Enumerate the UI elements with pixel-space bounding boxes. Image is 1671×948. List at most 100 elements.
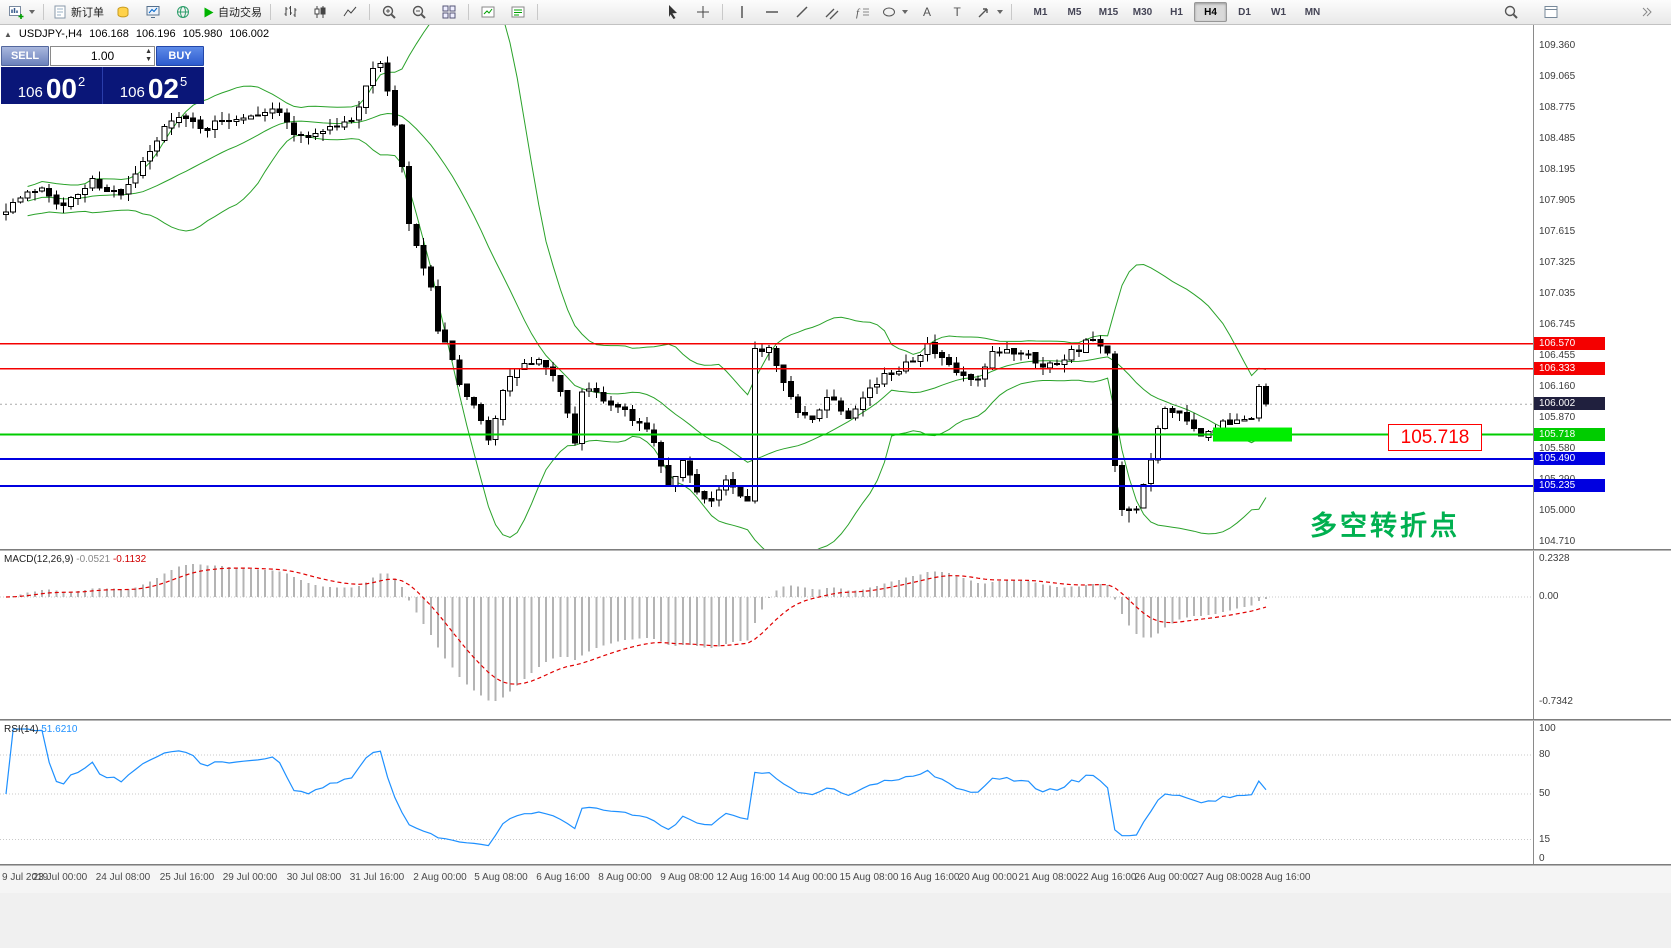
channel-tool[interactable]	[817, 1, 847, 23]
timeframe-button-D1[interactable]: D1	[1238, 6, 1251, 18]
price-callout-label[interactable]: 105.718	[1388, 424, 1482, 451]
rsi-scale-label: 0	[1539, 853, 1545, 864]
time-axis[interactable]: 9 Jul 2019 23 Jul 00:00 24 Jul 08:00 25 Jul…	[0, 866, 1671, 893]
collapse-panel-arrow[interactable]: ▲	[4, 29, 12, 39]
timeframe-button-MN[interactable]: MN	[1304, 6, 1321, 18]
coins-icon	[117, 6, 129, 18]
price-axis-label: 107.325	[1539, 257, 1576, 269]
macd-header: MACD(12,26,9) -0.0521 -0.1132	[4, 554, 147, 565]
shapes-tool[interactable]	[877, 1, 912, 23]
panel-splitter[interactable]	[0, 719, 1671, 721]
panel-splitter[interactable]	[0, 864, 1671, 866]
volume-input[interactable]	[65, 48, 140, 64]
crosshair-button[interactable]	[688, 1, 718, 23]
time-axis-label: 9 Jul 2019	[2, 872, 49, 883]
candlestick-chart-button[interactable]	[305, 1, 335, 23]
new-order-button[interactable]: 新订单	[48, 1, 108, 23]
price-axis-label: 108.775	[1539, 102, 1576, 114]
price-axis[interactable]: 109.360 109.065 108.775 108.485 108.195 107.9…	[1533, 25, 1671, 866]
text-tool[interactable]: A	[912, 1, 942, 23]
indicator-list-button[interactable]	[503, 1, 533, 23]
tile-windows-icon	[442, 5, 456, 19]
ellipse-icon	[883, 7, 895, 17]
price-axis-label: 109.065	[1539, 71, 1576, 83]
data-window-button[interactable]	[138, 1, 168, 23]
price-line-label: 105.235	[1534, 479, 1605, 493]
candlestick-icon	[314, 6, 326, 18]
main-chart-panel[interactable]: ▲ USDJPY-,H4 106.168 106.196 105.980 106…	[0, 25, 1533, 549]
time-axis-label: 31 Jul 16:00	[349, 872, 405, 883]
cursor-button[interactable]	[658, 1, 688, 23]
price-line-label: 106.333	[1534, 361, 1605, 375]
spinner-up-icon: ▲	[145, 48, 152, 55]
ohlc-close: 106.002	[229, 28, 270, 40]
timeframe-button-H1[interactable]: H1	[1170, 6, 1183, 18]
price-axis-label: 106.455	[1539, 349, 1576, 361]
price-axis-label: 107.905	[1539, 195, 1576, 207]
bar-chart-button[interactable]	[275, 1, 305, 23]
rsi-panel[interactable]: RSI(14) 51.6210	[0, 721, 1533, 864]
indicators-button[interactable]	[473, 1, 503, 23]
zoom-out-button[interactable]	[404, 1, 434, 23]
sell-price-display[interactable]: 106 00 2	[1, 67, 103, 104]
zoom-out-icon	[412, 5, 426, 19]
line-chart-button[interactable]	[335, 1, 365, 23]
rsi-scale-label: 100	[1539, 723, 1556, 734]
price-axis-label: 105.000	[1539, 505, 1576, 517]
sell-button[interactable]: SELL	[1, 46, 49, 66]
new-chart-button[interactable]	[4, 1, 39, 23]
navigator-button[interactable]	[168, 1, 198, 23]
arrows-tool[interactable]	[972, 1, 1007, 23]
horizontal-line-tool[interactable]	[757, 1, 787, 23]
toolbar: 新订单 自动交易	[0, 0, 1671, 25]
zoom-in-button[interactable]	[374, 1, 404, 23]
timeframe-button-M5[interactable]: M5	[1067, 6, 1082, 18]
annotation-text[interactable]: 多空转折点	[1310, 511, 1460, 541]
price-axis-label: 105.870	[1539, 412, 1576, 424]
autotrading-button[interactable]: 自动交易	[198, 1, 266, 23]
time-axis-label: 15 Aug 08:00	[839, 872, 899, 883]
timeframe-button-M30[interactable]: M30	[1132, 6, 1153, 18]
time-axis-label: 16 Aug 16:00	[900, 872, 960, 883]
rsi-header: RSI(14) 51.6210	[4, 724, 78, 735]
window-icon	[1544, 6, 1558, 18]
autotrading-label: 自动交易	[218, 7, 262, 19]
time-axis-label: 20 Aug 00:00	[958, 872, 1018, 883]
label-tool[interactable]: T	[942, 1, 972, 23]
market-watch-button[interactable]	[108, 1, 138, 23]
crosshair-icon	[697, 6, 709, 18]
timeframe-button-H4[interactable]: H4	[1194, 2, 1227, 22]
price-axis-label: 105.580	[1539, 443, 1576, 455]
fibonacci-tool[interactable]: f	[847, 1, 877, 23]
volume-spinner[interactable]: ▲ ▼	[145, 48, 152, 63]
time-axis-label: 23 Jul 00:00	[32, 872, 88, 883]
new-order-label: 新订单	[71, 7, 104, 19]
timeframe-button-M1[interactable]: M1	[1033, 6, 1048, 18]
candlestick-chart[interactable]	[0, 25, 1533, 549]
chevron-down-icon	[29, 10, 35, 14]
timeframe-button-W1[interactable]: W1	[1271, 6, 1286, 18]
time-axis-label: 6 Aug 16:00	[536, 872, 590, 883]
buy-price-display[interactable]: 106 02 5	[119, 73, 188, 105]
macd-chart	[0, 563, 1533, 702]
new-window-button[interactable]	[1536, 1, 1566, 23]
search-button[interactable]	[1496, 1, 1526, 23]
toolbar-overflow-button[interactable]	[1631, 1, 1661, 23]
chevron-down-icon	[997, 10, 1003, 14]
macd-panel[interactable]: MACD(12,26,9) -0.0521 -0.1132	[0, 551, 1533, 719]
trendline-icon	[796, 6, 808, 18]
chart-ohlc-header: ▲ USDJPY-,H4 106.168 106.196 105.980 106…	[4, 28, 269, 40]
panel-splitter[interactable]	[0, 549, 1671, 551]
trendline-tool[interactable]	[787, 1, 817, 23]
time-axis-label: 26 Aug 00:00	[1134, 872, 1194, 883]
vertical-line-tool[interactable]	[727, 1, 757, 23]
rsi-chart	[0, 728, 1533, 847]
volume-field[interactable]: ▲▼	[50, 46, 155, 66]
buy-button[interactable]: BUY	[156, 46, 204, 66]
time-axis-label: 21 Aug 08:00	[1018, 872, 1078, 883]
time-axis-label: 27 Aug 08:00	[1192, 872, 1252, 883]
chevron-down-icon	[902, 10, 908, 14]
tile-windows-button[interactable]	[434, 1, 464, 23]
timeframe-button-M15[interactable]: M15	[1098, 6, 1119, 18]
